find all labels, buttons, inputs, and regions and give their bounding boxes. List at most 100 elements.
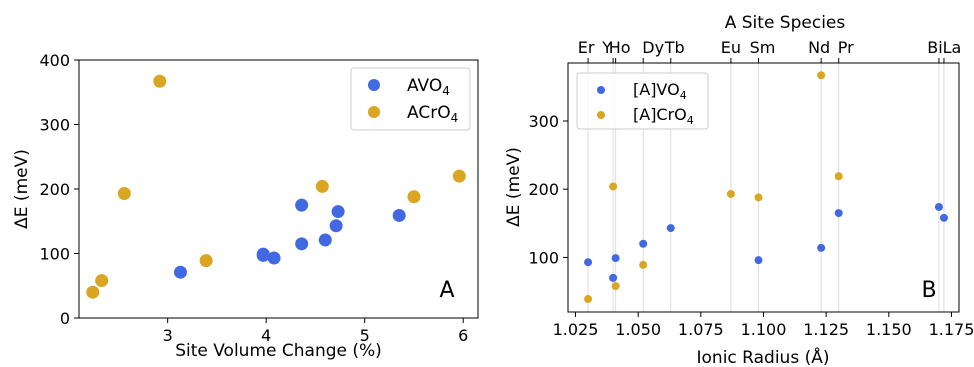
panel-a-legend-acro4-subscript: 4 xyxy=(451,111,459,125)
species-label-nd: Nd xyxy=(808,38,830,57)
species-label-sm: Sm xyxy=(750,38,776,57)
panel-a-point-acro4 xyxy=(452,169,466,183)
panel-b-point-a-cro4 xyxy=(834,172,843,181)
panel-a: 3 4 5 6 0 100 200 300 400 Site Volume Change (%… xyxy=(12,51,479,361)
panel-b-point-a-vo4 xyxy=(666,224,675,233)
panel-b-top-axis-title: A Site Species xyxy=(725,13,846,33)
panel-a-legend-label-avo4: AVO4 xyxy=(407,76,450,98)
panel-a-x-tick-label: 5 xyxy=(360,326,370,345)
panel-b-x-tick-label: 1.100 xyxy=(741,320,787,339)
species-label-pr: Pr xyxy=(838,38,854,57)
panel-b-x-tick-label: 1.050 xyxy=(615,320,661,339)
panel-a-letter: A xyxy=(439,278,454,303)
panel-b-legend-avo4-base: [A]VO xyxy=(633,80,680,99)
panel-b-point-a-cro4 xyxy=(726,189,735,198)
species-label-er: Er xyxy=(578,38,595,57)
panel-b-point-a-vo4 xyxy=(611,254,620,263)
panel-a-x-tick-label: 4 xyxy=(261,326,271,345)
panel-a-legend-acro4-base: ACrO xyxy=(407,103,451,123)
panel-b-point-a-vo4 xyxy=(934,202,943,211)
species-label-la: La xyxy=(943,38,962,57)
species-label-ho: Ho xyxy=(609,38,631,57)
panel-b-x-tick-label: 1.025 xyxy=(553,320,599,339)
panel-a-y-axis-label: ΔE (meV) xyxy=(12,149,32,229)
panel-a-legend-label-acro4: ACrO4 xyxy=(407,103,458,125)
panel-a-x-tick-label: 6 xyxy=(458,326,468,345)
panel-b-point-a-vo4 xyxy=(939,213,948,222)
panel-b-legend-label-avo4: [A]VO4 xyxy=(633,80,687,102)
panel-a-x-tick-label: 3 xyxy=(163,326,173,345)
panel-a-point-avo4 xyxy=(392,208,406,222)
panel-b-y-tick-label: 300 xyxy=(528,112,559,131)
panel-a-point-avo4 xyxy=(295,237,309,251)
panel-b-point-a-cro4 xyxy=(609,182,618,191)
panel-b-point-a-cro4 xyxy=(754,193,763,202)
panel-a-y-tick-label: 400 xyxy=(39,51,70,70)
panel-a-point-acro4 xyxy=(315,179,329,193)
panel-b-x-tick-label: 1.175 xyxy=(929,320,974,339)
panel-a-y-tick-label: 0 xyxy=(60,309,70,328)
panel-a-point-acro4 xyxy=(86,285,100,299)
panel-b-legend-box xyxy=(576,72,709,130)
panel-a-points xyxy=(86,74,466,299)
panel-b-point-a-cro4 xyxy=(639,260,648,269)
panel-b-legend-acro4-base: [A]CrO xyxy=(633,105,687,124)
panel-b-x-ticks: 1.025 1.050 1.075 1.100 1.125 1.150 1.175 xyxy=(553,312,974,339)
panel-a-point-acro4 xyxy=(117,187,131,201)
panel-a-point-avo4 xyxy=(256,248,270,262)
species-label-tb: Tb xyxy=(664,38,685,57)
panel-b-y-ticks: 100 200 300 xyxy=(528,112,568,267)
panel-a-point-avo4 xyxy=(331,205,345,219)
panel-b-legend-acro4-subscript: 4 xyxy=(687,114,694,127)
panel-a-point-avo4 xyxy=(173,265,187,279)
species-label-y: Y xyxy=(601,38,612,57)
panel-a-legend: AVO4 ACrO4 xyxy=(350,67,471,131)
species-label-dy: Dy xyxy=(642,38,664,57)
panel-b-legend: [A]VO4 [A]CrO4 xyxy=(576,72,709,130)
panel-b-point-a-vo4 xyxy=(754,256,763,265)
panel-b-y-tick-label: 200 xyxy=(528,180,559,199)
panel-b-x-tick-label: 1.075 xyxy=(678,320,724,339)
panel-b-legend-avo4-subscript: 4 xyxy=(680,89,687,102)
panel-b-legend-marker-avo4 xyxy=(597,86,605,94)
panel-b-x-axis-label: Ionic Radius (Å) xyxy=(697,346,830,367)
species-label-bi: Bi xyxy=(927,38,942,57)
panel-a-point-avo4 xyxy=(318,233,332,247)
panel-b-x-tick-label: 1.125 xyxy=(803,320,849,339)
panel-b-letter: B xyxy=(921,278,936,303)
panel-a-legend-avo4-base: AVO xyxy=(407,76,442,96)
species-label-eu: Eu xyxy=(721,38,741,57)
panel-a-point-avo4 xyxy=(295,198,309,212)
panel-a-legend-marker-acro4 xyxy=(368,106,380,118)
panel-b-point-a-cro4 xyxy=(611,282,620,291)
panel-b-points xyxy=(584,71,948,304)
panel-b-species-ticks: Er YHo Dy Tb Eu Sm Nd Pr Bi La xyxy=(578,38,962,63)
panel-a-x-axis-label: Site Volume Change (%) xyxy=(175,341,382,361)
panel-b-legend-label-acro4: [A]CrO4 xyxy=(633,105,694,127)
panel-b-point-a-vo4 xyxy=(834,209,843,218)
panel-b-point-a-vo4 xyxy=(609,273,618,282)
panel-a-x-ticks: 3 4 5 6 xyxy=(163,318,468,345)
panel-a-legend-avo4-subscript: 4 xyxy=(442,84,450,98)
panel-b-point-a-cro4 xyxy=(817,71,826,80)
panel-b-point-a-cro4 xyxy=(584,295,593,304)
panel-b-point-a-vo4 xyxy=(584,258,593,267)
panel-a-point-avo4 xyxy=(267,251,281,265)
panel-a-y-tick-label: 300 xyxy=(39,116,70,135)
panel-a-point-acro4 xyxy=(407,190,421,204)
panel-b-x-tick-label: 1.150 xyxy=(866,320,912,339)
panel-a-point-acro4 xyxy=(153,74,167,88)
panel-b: 1.025 1.050 1.075 1.100 1.125 1.150 1.175 100 2… xyxy=(504,13,974,367)
panel-b-y-axis-label: ΔE (meV) xyxy=(504,147,524,227)
panel-b-point-a-vo4 xyxy=(639,239,648,248)
panel-a-y-ticks: 0 100 200 300 400 xyxy=(39,51,79,328)
panel-b-y-tick-label: 100 xyxy=(528,248,559,267)
panel-b-point-a-vo4 xyxy=(817,243,826,252)
panel-b-legend-marker-acro4 xyxy=(597,111,605,119)
panel-a-point-acro4 xyxy=(199,254,213,268)
panel-a-y-tick-label: 200 xyxy=(39,180,70,199)
panel-a-point-avo4 xyxy=(329,219,343,233)
panel-a-legend-box xyxy=(350,67,471,131)
